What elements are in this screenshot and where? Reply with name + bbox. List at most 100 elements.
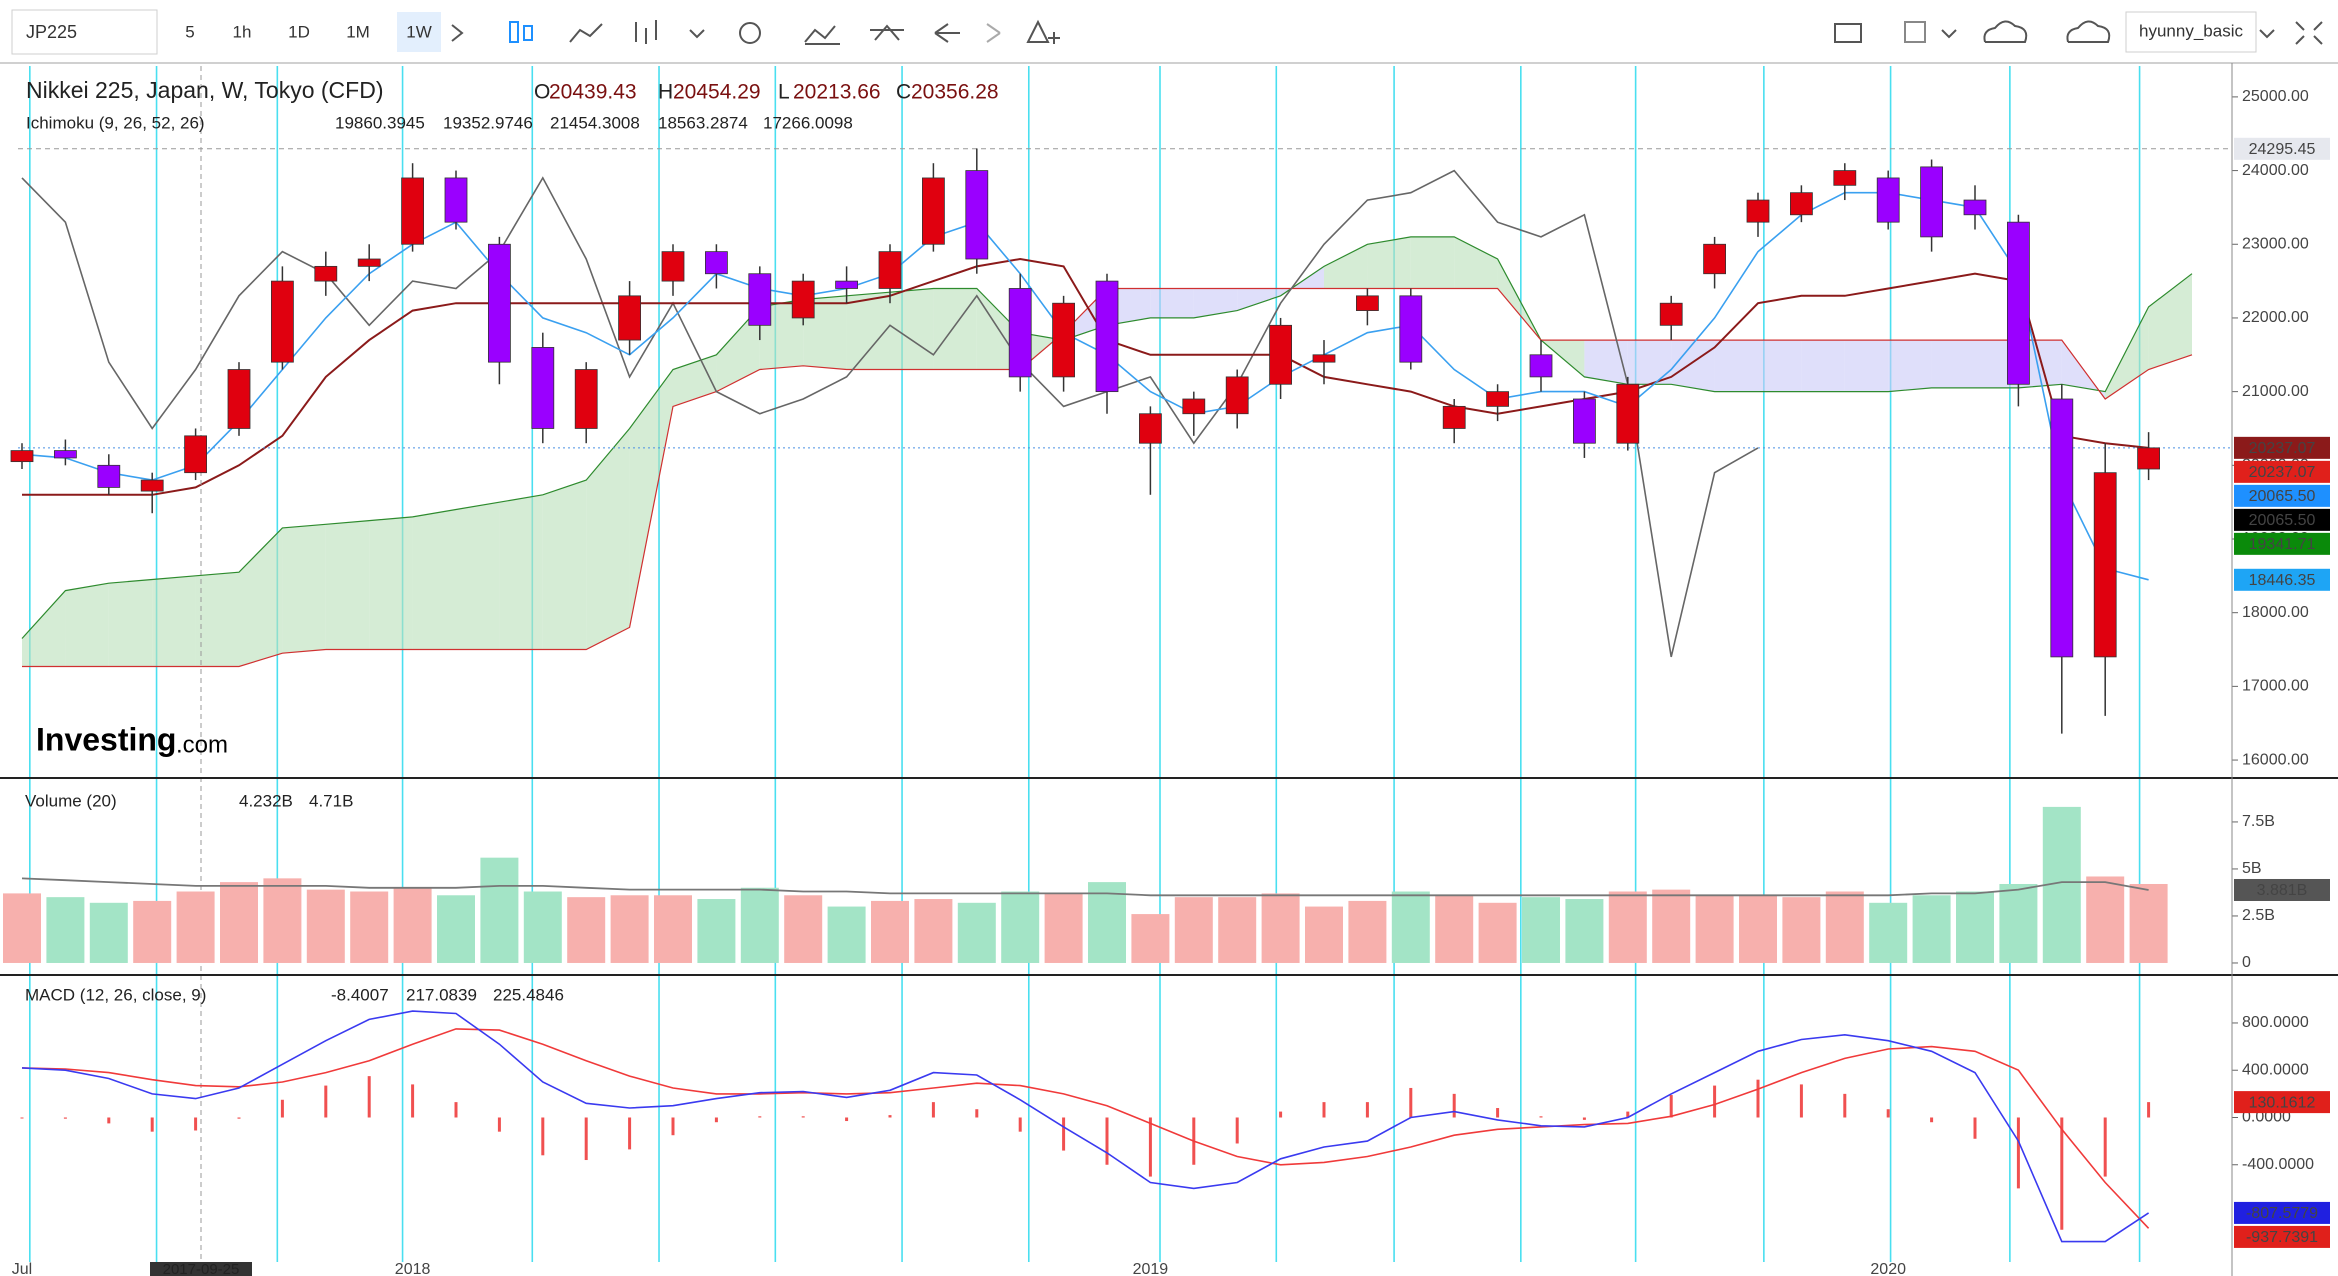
ohlc-key: L: [778, 81, 790, 104]
candle-body: [574, 369, 598, 429]
candle-body: [54, 450, 77, 459]
symbol-box[interactable]: [11, 9, 158, 55]
candle-body: [1616, 383, 1640, 444]
redo-icon[interactable]: [986, 23, 1001, 43]
cloud-icon[interactable]: [1983, 20, 2028, 43]
volume-bar: [480, 857, 519, 963]
volume-bar: [1652, 889, 1691, 963]
histogram-bar: [975, 1109, 979, 1118]
interval-button[interactable]: 1h: [233, 22, 252, 41]
dropdown-caret-2[interactable]: [689, 29, 705, 39]
volume-bar: [89, 902, 128, 963]
cloud: [325, 520, 370, 650]
price-tag: [2234, 1225, 2330, 1248]
interval-button[interactable]: 1W: [406, 22, 432, 41]
candle-body: [1486, 391, 1509, 407]
line-icon[interactable]: [569, 23, 603, 43]
indicator-value: 17266.0098: [763, 113, 853, 132]
volume-bar: [1956, 891, 1994, 963]
volume-bar: [1348, 900, 1387, 963]
histogram-bar: [411, 1084, 415, 1118]
histogram-bar: [801, 1116, 805, 1118]
cloud: [152, 575, 196, 667]
username[interactable]: hyunny_basic: [2139, 21, 2243, 40]
histogram-bar: [2016, 1117, 2020, 1189]
interval-button[interactable]: 1D: [288, 22, 310, 41]
macd-legend-value: -8.4007: [331, 985, 389, 1004]
ohlc-key: C: [896, 81, 911, 104]
y-tick-label: 800.0000: [2242, 1014, 2309, 1031]
undo-icon[interactable]: [934, 23, 960, 43]
logo-suffix: .com: [176, 731, 228, 758]
candle-body: [227, 369, 251, 429]
histogram-bar: [714, 1117, 718, 1123]
alert-icon[interactable]: [1026, 19, 1060, 44]
price-tag: [2234, 460, 2330, 483]
candle-body: [922, 177, 945, 245]
candle-body: [1442, 405, 1466, 429]
cloud: [108, 579, 153, 667]
price-tag-label: 20237.07: [2249, 464, 2316, 481]
price-tag-label: 20065.50: [2249, 488, 2316, 505]
cloud: [65, 583, 109, 667]
macd-title: MACD (12, 26, close, 9): [25, 985, 206, 1004]
macd-legend-value: 217.0839: [406, 985, 477, 1004]
interval-button[interactable]: 1M: [346, 22, 370, 41]
volume-bar: [784, 895, 823, 963]
histogram-bar: [1409, 1087, 1413, 1118]
ohlc-value: 20439.43: [549, 81, 637, 104]
dropdown-caret[interactable]: [451, 24, 464, 42]
histogram-bar: [454, 1102, 458, 1118]
candle-body: [1052, 302, 1075, 378]
candle-body: [2137, 447, 2161, 470]
histogram-bar: [888, 1115, 892, 1118]
indicator-value: 21454.3008: [550, 113, 640, 132]
cloud-upload-icon[interactable]: [2066, 20, 2111, 43]
x-tick-label: 2020: [1870, 1261, 1906, 1276]
bars-icon[interactable]: [635, 20, 657, 44]
histogram-bar: [2103, 1117, 2107, 1177]
price-tag: [2234, 568, 2330, 591]
price-tag: [2234, 878, 2330, 901]
indicators-icon[interactable]: [804, 25, 840, 45]
cloud: [1627, 340, 1672, 385]
histogram-bar: [1496, 1108, 1500, 1118]
cloud: [1844, 340, 1889, 392]
cloud: [456, 502, 500, 650]
volume-bar: [2086, 876, 2125, 963]
candle-body: [401, 177, 425, 245]
volume-bar: [437, 895, 475, 963]
x-tick-label: 2018: [395, 1261, 431, 1276]
candle-body: [618, 295, 641, 341]
dropdown-caret-3[interactable]: [1941, 29, 1957, 39]
y-tick-label: -400.0000: [2242, 1156, 2314, 1173]
settings-icon[interactable]: [739, 22, 761, 44]
histogram-bar: [671, 1117, 675, 1136]
price-tag: [2234, 1201, 2330, 1224]
price-tag-label: -807.5779: [2246, 1205, 2318, 1222]
crosshair-tag: [2234, 137, 2330, 160]
symbol[interactable]: JP225: [26, 22, 77, 42]
volume-bar: [306, 889, 345, 963]
fullscreen-icon[interactable]: [2295, 21, 2323, 45]
volume-bar: [827, 906, 866, 963]
cloud: [2105, 306, 2149, 399]
compare-icon[interactable]: [870, 24, 904, 41]
dropdown-caret-4[interactable]: [2259, 29, 2275, 39]
camera-icon[interactable]: [1834, 23, 1862, 43]
cloud: [1410, 236, 1455, 289]
histogram-bar: [2147, 1102, 2151, 1118]
cloud: [239, 527, 283, 667]
histogram-bar: [324, 1085, 328, 1118]
candle-icon[interactable]: [509, 21, 519, 43]
volume-bar: [1999, 883, 2038, 963]
histogram-bar: [1713, 1085, 1717, 1118]
crosshair-label: 24295.45: [2249, 141, 2316, 158]
interval-button[interactable]: 5: [185, 22, 194, 41]
y-tick-label: 18000.00: [2242, 604, 2309, 621]
volume-bar: [1825, 891, 1864, 963]
user-box[interactable]: [2125, 11, 2257, 53]
histogram-bar: [1018, 1117, 1022, 1132]
volume-title: Volume (20): [25, 791, 117, 810]
layout-icon[interactable]: [1904, 21, 1926, 43]
